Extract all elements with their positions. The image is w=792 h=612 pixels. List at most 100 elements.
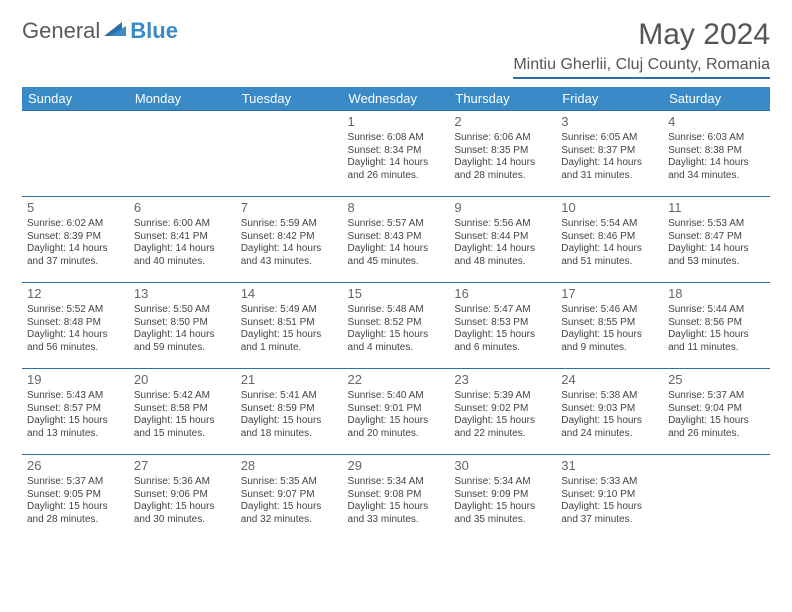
day-number: 21 (241, 372, 338, 388)
sunrise-text: Sunrise: 5:46 AM (561, 304, 658, 317)
calendar-day-cell: 28 Sunrise: 5:35 AMSunset: 9:07 PMDayligh… (236, 455, 343, 541)
day-number: 13 (134, 286, 231, 302)
sunset-text: Sunset: 8:41 PM (134, 231, 231, 244)
day-number: 30 (454, 458, 551, 474)
sunset-text: Sunset: 8:47 PM (668, 231, 765, 244)
weekday-header: Monday (129, 87, 236, 111)
logo-text-1: General (22, 18, 100, 44)
calendar-day-cell: 19Sunrise: 5:43 AMSunset: 8:57 PMDayligh… (22, 369, 129, 455)
sunset-text: Sunset: 9:05 PM (27, 489, 124, 502)
sunrise-text: Sunrise: 6:06 AM (454, 132, 551, 145)
sunrise-text: Sunrise: 6:05 AM (561, 132, 658, 145)
calendar-day-cell: 25Sunrise: 5:37 AMSunset: 9:04 PMDayligh… (663, 369, 770, 455)
daylight-text: Daylight: 15 hours and 15 minutes. (134, 415, 231, 440)
day-number: 9 (454, 200, 551, 216)
sunset-text: Sunset: 9:10 PM (561, 489, 658, 502)
sunrise-text: Sunrise: 5:35 AM (241, 476, 338, 489)
day-number: 28 (241, 458, 338, 474)
calendar-week-row: 5Sunrise: 6:02 AMSunset: 8:39 PMDaylight… (22, 197, 770, 283)
calendar-day-cell: 22Sunrise: 5:40 AMSunset: 9:01 PMDayligh… (343, 369, 450, 455)
title-block: May 2024 Mintiu Gherlii, Cluj County, Ro… (513, 18, 770, 79)
sunrise-text: Sunrise: 6:03 AM (668, 132, 765, 145)
sunset-text: Sunset: 8:43 PM (348, 231, 445, 244)
sunrise-text: Sunrise: 5:41 AM (241, 390, 338, 403)
calendar-day-cell: 12Sunrise: 5:52 AMSunset: 8:48 PMDayligh… (22, 283, 129, 369)
sunset-text: Sunset: 8:59 PM (241, 403, 338, 416)
calendar-day-cell: 7Sunrise: 5:59 AMSunset: 8:42 PMDaylight… (236, 197, 343, 283)
day-number: 31 (561, 458, 658, 474)
daylight-text: Daylight: 14 hours and 28 minutes. (454, 157, 551, 182)
logo-text-2: Blue (130, 18, 178, 44)
sunrise-text: Sunrise: 5:42 AM (134, 390, 231, 403)
day-number: 26 (27, 458, 124, 474)
weekday-header: Friday (556, 87, 663, 111)
day-number: 8 (348, 200, 445, 216)
daylight-text: Daylight: 15 hours and 13 minutes. (27, 415, 124, 440)
sunrise-text: Sunrise: 5:38 AM (561, 390, 658, 403)
day-number: 12 (27, 286, 124, 302)
day-number: 29 (348, 458, 445, 474)
calendar-body: 1Sunrise: 6:08 AMSunset: 8:34 PMDaylight… (22, 111, 770, 541)
sunset-text: Sunset: 9:06 PM (134, 489, 231, 502)
daylight-text: Daylight: 14 hours and 45 minutes. (348, 243, 445, 268)
sunrise-text: Sunrise: 5:49 AM (241, 304, 338, 317)
daylight-text: Daylight: 14 hours and 48 minutes. (454, 243, 551, 268)
calendar-day-cell: 14Sunrise: 5:49 AMSunset: 8:51 PMDayligh… (236, 283, 343, 369)
day-number: 15 (348, 286, 445, 302)
header: General Blue May 2024 Mintiu Gherlii, Cl… (22, 18, 770, 79)
daylight-text: Daylight: 15 hours and 20 minutes. (348, 415, 445, 440)
daylight-text: Daylight: 15 hours and 6 minutes. (454, 329, 551, 354)
daylight-text: Daylight: 15 hours and 32 minutes. (241, 501, 338, 526)
sunset-text: Sunset: 9:07 PM (241, 489, 338, 502)
daylight-text: Daylight: 14 hours and 43 minutes. (241, 243, 338, 268)
calendar-day-cell: 29Sunrise: 5:34 AMSunset: 9:08 PMDayligh… (343, 455, 450, 541)
day-number: 24 (561, 372, 658, 388)
sunset-text: Sunset: 8:57 PM (27, 403, 124, 416)
day-number: 5 (27, 200, 124, 216)
daylight-text: Daylight: 15 hours and 9 minutes. (561, 329, 658, 354)
weekday-header: Saturday (663, 87, 770, 111)
sunset-text: Sunset: 9:04 PM (668, 403, 765, 416)
sunrise-text: Sunrise: 5:34 AM (348, 476, 445, 489)
calendar-day-cell: 31Sunrise: 5:33 AMSunset: 9:10 PMDayligh… (556, 455, 663, 541)
day-number: 6 (134, 200, 231, 216)
daylight-text: Daylight: 14 hours and 51 minutes. (561, 243, 658, 268)
sunset-text: Sunset: 9:08 PM (348, 489, 445, 502)
sunrise-text: Sunrise: 5:36 AM (134, 476, 231, 489)
logo-mark-icon (104, 20, 126, 43)
sunrise-text: Sunrise: 5:37 AM (27, 476, 124, 489)
sunset-text: Sunset: 8:53 PM (454, 317, 551, 330)
daylight-text: Daylight: 15 hours and 22 minutes. (454, 415, 551, 440)
sunrise-text: Sunrise: 5:40 AM (348, 390, 445, 403)
calendar-day-cell: 23Sunrise: 5:39 AMSunset: 9:02 PMDayligh… (449, 369, 556, 455)
calendar-day-cell: 5Sunrise: 6:02 AMSunset: 8:39 PMDaylight… (22, 197, 129, 283)
sunrise-text: Sunrise: 6:00 AM (134, 218, 231, 231)
calendar-day-cell: 9Sunrise: 5:56 AMSunset: 8:44 PMDaylight… (449, 197, 556, 283)
sunset-text: Sunset: 8:38 PM (668, 145, 765, 158)
daylight-text: Daylight: 14 hours and 59 minutes. (134, 329, 231, 354)
calendar-day-cell: 11Sunrise: 5:53 AMSunset: 8:47 PMDayligh… (663, 197, 770, 283)
weekday-header: Tuesday (236, 87, 343, 111)
sunset-text: Sunset: 8:55 PM (561, 317, 658, 330)
calendar-day-cell: 3Sunrise: 6:05 AMSunset: 8:37 PMDaylight… (556, 111, 663, 197)
daylight-text: Daylight: 15 hours and 37 minutes. (561, 501, 658, 526)
sunrise-text: Sunrise: 5:39 AM (454, 390, 551, 403)
calendar-week-row: 12Sunrise: 5:52 AMSunset: 8:48 PMDayligh… (22, 283, 770, 369)
sunset-text: Sunset: 9:01 PM (348, 403, 445, 416)
weekday-header: Thursday (449, 87, 556, 111)
sunrise-text: Sunrise: 5:56 AM (454, 218, 551, 231)
logo: General Blue (22, 18, 178, 44)
sunset-text: Sunset: 9:02 PM (454, 403, 551, 416)
calendar-week-row: 1Sunrise: 6:08 AMSunset: 8:34 PMDaylight… (22, 111, 770, 197)
sunrise-text: Sunrise: 5:48 AM (348, 304, 445, 317)
sunset-text: Sunset: 8:56 PM (668, 317, 765, 330)
daylight-text: Daylight: 15 hours and 4 minutes. (348, 329, 445, 354)
sunrise-text: Sunrise: 5:37 AM (668, 390, 765, 403)
sunset-text: Sunset: 8:48 PM (27, 317, 124, 330)
daylight-text: Daylight: 14 hours and 26 minutes. (348, 157, 445, 182)
sunset-text: Sunset: 8:58 PM (134, 403, 231, 416)
location-label: Mintiu Gherlii, Cluj County, Romania (513, 56, 770, 79)
calendar-day-cell: 18Sunrise: 5:44 AMSunset: 8:56 PMDayligh… (663, 283, 770, 369)
day-number: 14 (241, 286, 338, 302)
daylight-text: Daylight: 15 hours and 18 minutes. (241, 415, 338, 440)
